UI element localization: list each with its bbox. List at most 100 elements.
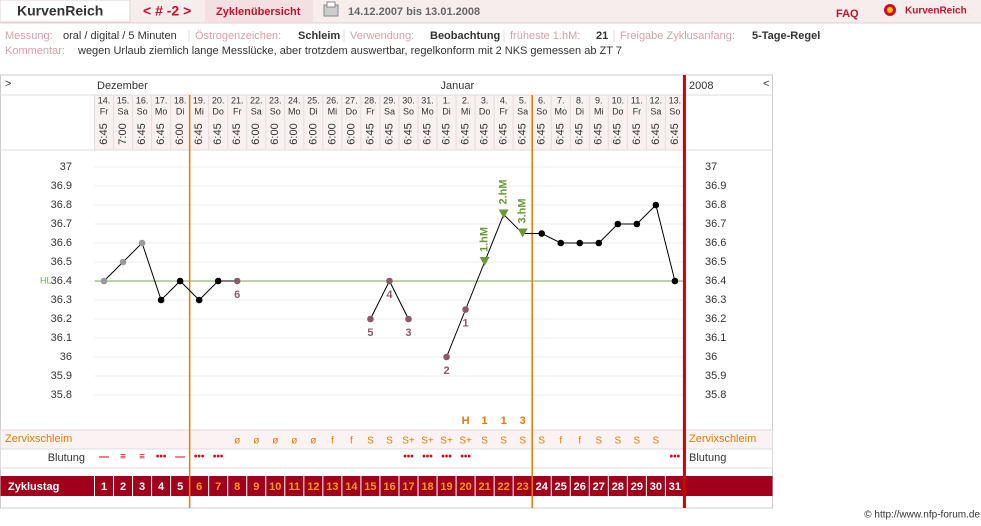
info-label: Verwendung: [350,30,414,42]
y-tick-label: 36.9 [705,180,726,192]
cervix-value: S [653,436,660,447]
bleeding-value: — [99,452,109,463]
weekday: Do [612,106,624,116]
footer: © http://www.nfp-forum.de [864,510,980,521]
bleeding-value: ••• [403,452,414,463]
nav-left: > [5,78,11,90]
cervix-value: S+ [402,436,415,447]
point [367,315,374,323]
peak-label: H [462,415,470,427]
date: 1. [443,95,451,105]
time: 6:45 [593,123,605,144]
weekday: Mo [155,106,168,116]
date: 24. [288,95,301,105]
time: 7:00 [117,123,129,144]
weekday: Fr [366,106,375,116]
y-tick-label: 36.8 [51,199,72,211]
y-tick-label: 36.2 [705,313,726,325]
row-label: Zyklustag [8,481,59,493]
point [462,306,469,313]
point [576,239,584,247]
y-tick-label: 36 [60,351,72,363]
time: 6:45 [402,123,414,144]
cervix-value: ø [272,436,278,447]
cycle-day: 21 [478,481,490,493]
weekday: Mi [461,106,471,116]
point [386,277,393,285]
date: 5. [519,95,527,105]
month-label: Januar [441,80,475,92]
point [633,220,641,228]
y-tick-label: 36.2 [51,313,72,325]
cycle-day: 31 [669,481,681,493]
time: 6:00 [307,123,319,144]
cycle-day: 4 [158,481,165,493]
cycle-nav[interactable]: < # -2 > [143,3,191,19]
cervix-value: S [519,436,526,447]
marker-point [498,209,509,219]
weekday: Do [479,106,491,116]
weekday: So [536,106,547,116]
cycle-day: 7 [215,481,221,493]
weekday: Fr [233,106,242,116]
date: 28. [364,95,377,105]
cycle-day: 19 [440,481,452,493]
y-tick-label: 35.8 [705,389,726,401]
weekday: So [669,106,680,116]
weekday: Fr [633,106,642,116]
time: 6:45 [669,123,681,144]
bleeding-row [0,448,773,469]
info-value: 21 [596,30,608,42]
cervix-value: S [595,436,602,447]
weekday: So [137,106,148,116]
faq-link[interactable]: FAQ [836,8,859,20]
cervix-value: ø [234,436,240,447]
date: 18. [174,95,187,105]
info-label: früheste 1.hM: [510,30,580,42]
time: 6:45 [536,123,548,144]
time: 6:45 [459,123,471,144]
point [614,220,622,228]
cervix-value: S [614,436,621,447]
bleeding-value: ≡ [139,452,145,463]
overview-link[interactable]: Zyklenübersicht [216,6,301,18]
cycle-day: 12 [307,481,319,493]
cervix-value: S+ [421,436,434,447]
time: 6:45 [383,123,395,144]
cervix-value: f [331,436,334,447]
time: 6:45 [98,123,110,144]
cycle-day: 1 [101,481,107,493]
cycle-day: 16 [383,481,395,493]
row-label: Blutung [48,452,85,464]
weekday: Sa [251,106,262,116]
date: 11. [631,95,643,105]
print-icon[interactable] [323,1,339,17]
cycle-day: 29 [631,481,643,493]
point [138,239,146,247]
y-tick-label: 36.1 [51,332,72,344]
y-tick-label: 37 [705,161,717,173]
point [176,277,184,285]
bleeding-value: ••• [194,452,205,463]
time: 6:45 [498,123,510,144]
time: 6:00 [345,123,357,144]
weekday: So [270,106,281,116]
y-tick-label: 36.5 [705,256,726,268]
weekday: Di [176,106,185,116]
date: 9. [595,95,603,105]
marker-label: 2.hM [498,179,510,204]
cycle-day-row [0,476,773,496]
cervix-value: ø [310,436,316,447]
cycle-day: 28 [612,481,624,493]
overview-box [205,0,313,22]
y-tick-label: 36.5 [51,256,72,268]
point-label: 2 [443,365,449,377]
point-label: 6 [234,289,240,301]
time: 6:45 [364,123,376,144]
y-tick-label: 36.3 [51,294,72,306]
weekday: Mi [594,106,604,116]
date: 22. [250,95,263,105]
point [652,201,660,209]
cycle-day: 15 [364,481,376,493]
